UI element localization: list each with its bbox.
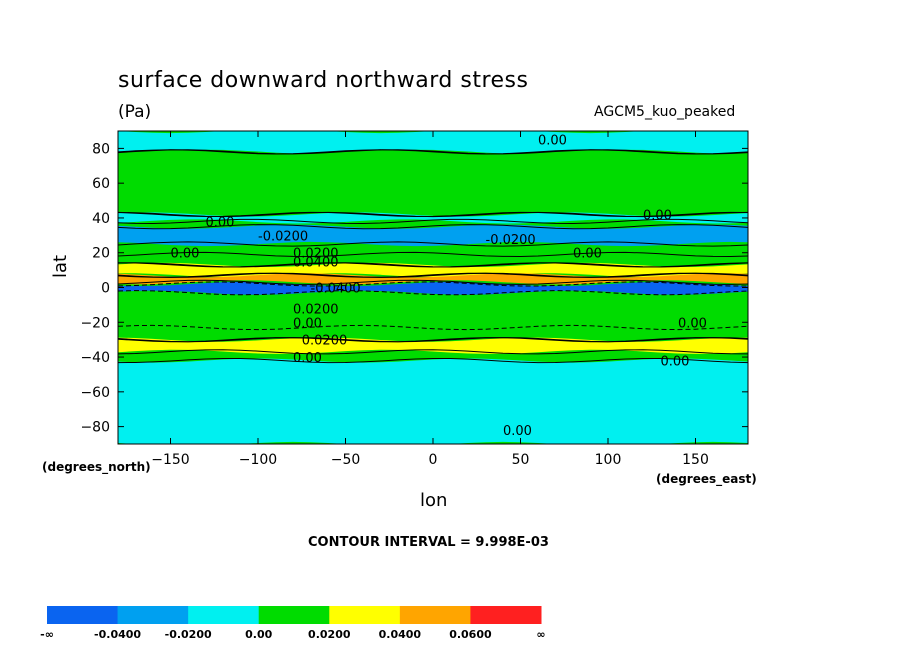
colorbar-segment (47, 606, 119, 624)
contour-label: 0.00 (503, 424, 532, 439)
y-tick-label: −60 (80, 385, 110, 401)
x-tick-label: 100 (595, 452, 622, 468)
y-tick-label: −40 (80, 350, 110, 366)
colorbar-level-label: 0.00 (245, 628, 273, 641)
y-tick-label: 20 (92, 246, 110, 262)
contour-line (118, 349, 748, 355)
chart-title: surface downward northward stress (118, 68, 529, 93)
contour-line (118, 337, 748, 343)
contour-label: -0.0200 (258, 229, 308, 244)
field-band (118, 273, 748, 285)
y-tick-label: 60 (92, 176, 110, 192)
contour-label: 0.0200 (293, 247, 339, 262)
contour-line (118, 281, 748, 287)
contour-line (118, 358, 748, 364)
x-tick-label: −50 (331, 452, 361, 468)
field-band (118, 149, 748, 217)
contour-label: 0.00 (643, 208, 672, 223)
contour-label: -0.0200 (486, 233, 536, 248)
contour-label: 0.00 (171, 247, 200, 262)
contour-line (118, 149, 748, 155)
colorbar-level-label: 0.0200 (308, 628, 351, 641)
contour-labels: 0.00-0.02000.02000.00-0.02000.000.000.00… (171, 134, 707, 439)
x-tick-label: 150 (682, 452, 709, 468)
x-tick-label: −150 (151, 452, 189, 468)
contour-line (118, 272, 748, 278)
contour-line (118, 324, 748, 331)
colorbar-level-label: 0.0400 (378, 628, 422, 641)
contour-label: 0.00 (573, 247, 602, 262)
contour-label: 0.00 (538, 134, 567, 149)
contour-line (118, 279, 748, 285)
colorbar-segment (470, 606, 542, 624)
contour-label: 0.0400 (293, 255, 339, 270)
colorbar-level-label: -∞ (40, 628, 54, 641)
contour-line (118, 241, 748, 247)
field-band (118, 325, 748, 342)
contour-label: 0.00 (661, 355, 690, 370)
colorbar (47, 606, 542, 624)
field-band (118, 358, 748, 444)
y-tick-label: −80 (80, 420, 110, 436)
colorbar-segment (258, 606, 330, 624)
colorbar-level-label: ∞ (536, 628, 546, 641)
contour-line (118, 337, 748, 343)
y-axis-label: lat (50, 254, 71, 278)
colorbar-segment (117, 606, 189, 624)
contour-line (118, 272, 748, 278)
contour-lines (118, 149, 748, 364)
x-axis-label: lon (420, 490, 448, 511)
field-band (118, 224, 748, 247)
chart-units: (Pa) (118, 102, 152, 122)
contour-label: 0.00 (206, 215, 235, 230)
contour-label: 0.00 (293, 351, 322, 366)
field-band (118, 131, 748, 154)
contour-label: 0.0200 (293, 302, 339, 317)
x-axis-units: (degrees_east) (656, 472, 757, 486)
contour-label: -0.0400 (311, 282, 361, 297)
contour-line (118, 290, 748, 296)
contour-label: 0.0200 (302, 334, 348, 349)
colorbar-level-label: 0.0600 (449, 628, 492, 641)
contour-line (118, 218, 748, 225)
colorbar-segment (329, 606, 401, 624)
x-tick-label: 50 (512, 452, 530, 468)
field-band (118, 281, 748, 295)
y-axis: −80 −60 −40 −20 0 20 40 60 80 (80, 141, 748, 436)
y-tick-label: 80 (92, 141, 110, 157)
y-tick-label: 40 (92, 211, 110, 227)
colorbar-segment (188, 606, 260, 624)
contour-label: 0.00 (293, 316, 322, 331)
dataset-label: AGCM5_kuo_peaked (594, 104, 736, 120)
x-axis: −150 −100 −50 0 50 100 150 (151, 131, 709, 468)
colorbar-level-label: -0.0200 (164, 628, 212, 641)
contour-line (118, 149, 748, 155)
contour-field (118, 131, 748, 444)
contour-line (118, 262, 748, 268)
colorbar-segment (399, 606, 471, 624)
contour-line (118, 251, 748, 258)
colorbar-level-label: -0.0400 (94, 628, 142, 641)
y-axis-units: (degrees_north) (42, 460, 151, 474)
contour-label: 0.00 (678, 316, 707, 331)
x-tick-label: 0 (429, 452, 438, 468)
contour-line (118, 224, 748, 230)
contour-line (118, 211, 748, 218)
y-tick-label: −20 (80, 315, 110, 331)
x-tick-label: −100 (239, 452, 277, 468)
y-tick-label: 0 (101, 281, 110, 297)
contour-interval: CONTOUR INTERVAL = 9.998E-03 (308, 535, 549, 550)
